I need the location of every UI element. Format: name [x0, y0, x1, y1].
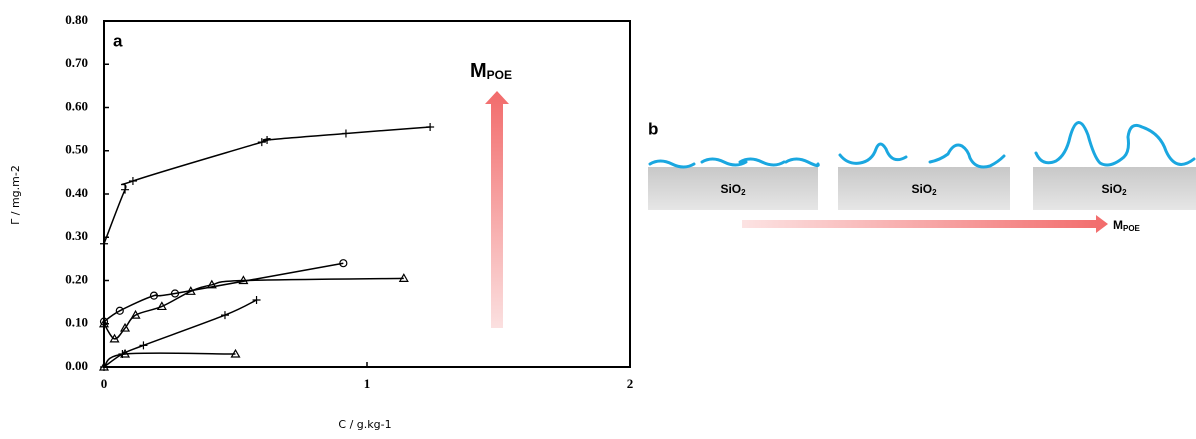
data-point	[128, 177, 137, 186]
substrate-label-main: SiO	[1101, 182, 1122, 196]
data-point	[263, 135, 272, 144]
y-tick-label: 0.30	[65, 228, 88, 243]
data-point	[252, 295, 261, 304]
data-point	[109, 333, 120, 343]
polymer-chain	[648, 157, 820, 169]
panel-label: b	[648, 119, 658, 138]
data-point	[156, 301, 167, 311]
x-axis-label: C / g.kg-1	[338, 418, 391, 431]
data-point	[170, 289, 180, 298]
y-tick-label: 0.20	[65, 271, 88, 286]
data-point	[339, 259, 348, 268]
data-line	[103, 277, 404, 340]
data-point	[341, 129, 350, 138]
data-point	[220, 311, 229, 320]
panel-label: a	[113, 31, 123, 50]
y-axis-label: Γ / mg.m-2	[9, 165, 22, 225]
data-line	[103, 352, 236, 368]
data-point	[115, 306, 124, 315]
x-tick-label: 1	[364, 376, 371, 391]
data-point	[121, 185, 130, 194]
data-line	[103, 262, 344, 323]
trend-arrow	[485, 91, 509, 328]
data-point	[139, 341, 148, 350]
data-point	[120, 348, 131, 358]
substrate-label: SiO2	[1101, 182, 1127, 197]
substrate-label: SiO2	[720, 182, 746, 197]
data-point	[238, 275, 249, 285]
substrate	[648, 167, 818, 210]
substrate-label-main: SiO	[720, 182, 741, 196]
y-tick-label: 0.10	[65, 315, 88, 330]
y-tick-label: 0.60	[65, 98, 88, 113]
substrate-label: SiO2	[911, 182, 937, 197]
substrate	[838, 167, 1010, 210]
x-tick-label: 0	[101, 376, 108, 391]
x-tick-label: 2	[627, 376, 634, 391]
data-point	[398, 273, 409, 282]
annotation: MPOE	[470, 60, 512, 82]
data-point	[185, 286, 196, 295]
data-point	[130, 309, 141, 319]
annotation-sub: POE	[487, 68, 512, 82]
substrate-label-sub: 2	[741, 188, 746, 197]
y-tick-label: 0.80	[65, 12, 88, 27]
data-point	[100, 239, 108, 248]
substrate-label-sub: 2	[1122, 188, 1127, 197]
arrow-label: MPOE	[1113, 218, 1141, 233]
data-point	[120, 322, 131, 332]
data-point	[149, 291, 159, 300]
annotation-main: M	[470, 60, 487, 82]
plot-frame	[103, 20, 631, 368]
arrow-label-sub: POE	[1123, 224, 1141, 233]
data-point	[230, 348, 241, 358]
data-point	[98, 318, 110, 328]
substrate-label-main: SiO	[911, 182, 932, 196]
polymer-chain	[838, 142, 1006, 169]
substrate-label-sub: 2	[932, 188, 937, 197]
data-point	[98, 361, 110, 371]
data-point	[257, 138, 266, 147]
data-point	[206, 279, 217, 289]
arrow-label-main: M	[1113, 218, 1123, 232]
trend-arrow	[742, 215, 1108, 233]
polymer-chain	[1034, 121, 1196, 167]
y-tick-label: 0.40	[65, 185, 88, 200]
y-tick-label: 0.70	[65, 55, 88, 70]
data-point	[426, 122, 435, 131]
substrate	[1033, 167, 1196, 210]
y-tick-label: 0.00	[65, 358, 88, 373]
y-tick-label: 0.50	[65, 142, 88, 157]
data-line	[103, 126, 431, 245]
